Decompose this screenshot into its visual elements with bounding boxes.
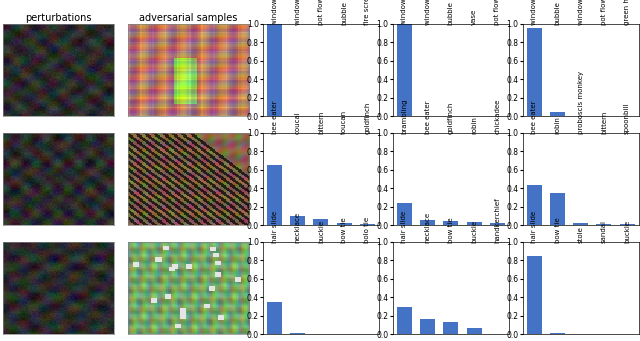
Bar	[596, 224, 611, 225]
Bar	[527, 256, 542, 334]
Bar	[267, 165, 282, 225]
Bar	[620, 224, 635, 225]
Bar	[420, 320, 435, 334]
Bar	[397, 203, 412, 225]
Bar	[527, 184, 542, 225]
Bar	[550, 193, 565, 225]
Bar	[397, 24, 412, 116]
Bar	[444, 322, 458, 334]
Bar	[527, 29, 542, 116]
Bar	[337, 223, 352, 225]
Title: perturbations: perturbations	[26, 13, 92, 23]
Bar	[550, 112, 565, 116]
Bar	[467, 328, 481, 334]
Bar	[420, 220, 435, 225]
Bar	[550, 333, 565, 334]
Bar	[573, 223, 588, 225]
Bar	[290, 216, 305, 225]
Bar	[314, 219, 328, 225]
Bar	[444, 221, 458, 225]
Bar	[360, 224, 375, 225]
Bar	[267, 302, 282, 334]
Bar	[290, 333, 305, 334]
Bar	[397, 307, 412, 334]
Title: adversarial samples: adversarial samples	[140, 13, 237, 23]
Bar	[490, 223, 505, 225]
Bar	[467, 222, 481, 225]
Bar	[267, 24, 282, 116]
